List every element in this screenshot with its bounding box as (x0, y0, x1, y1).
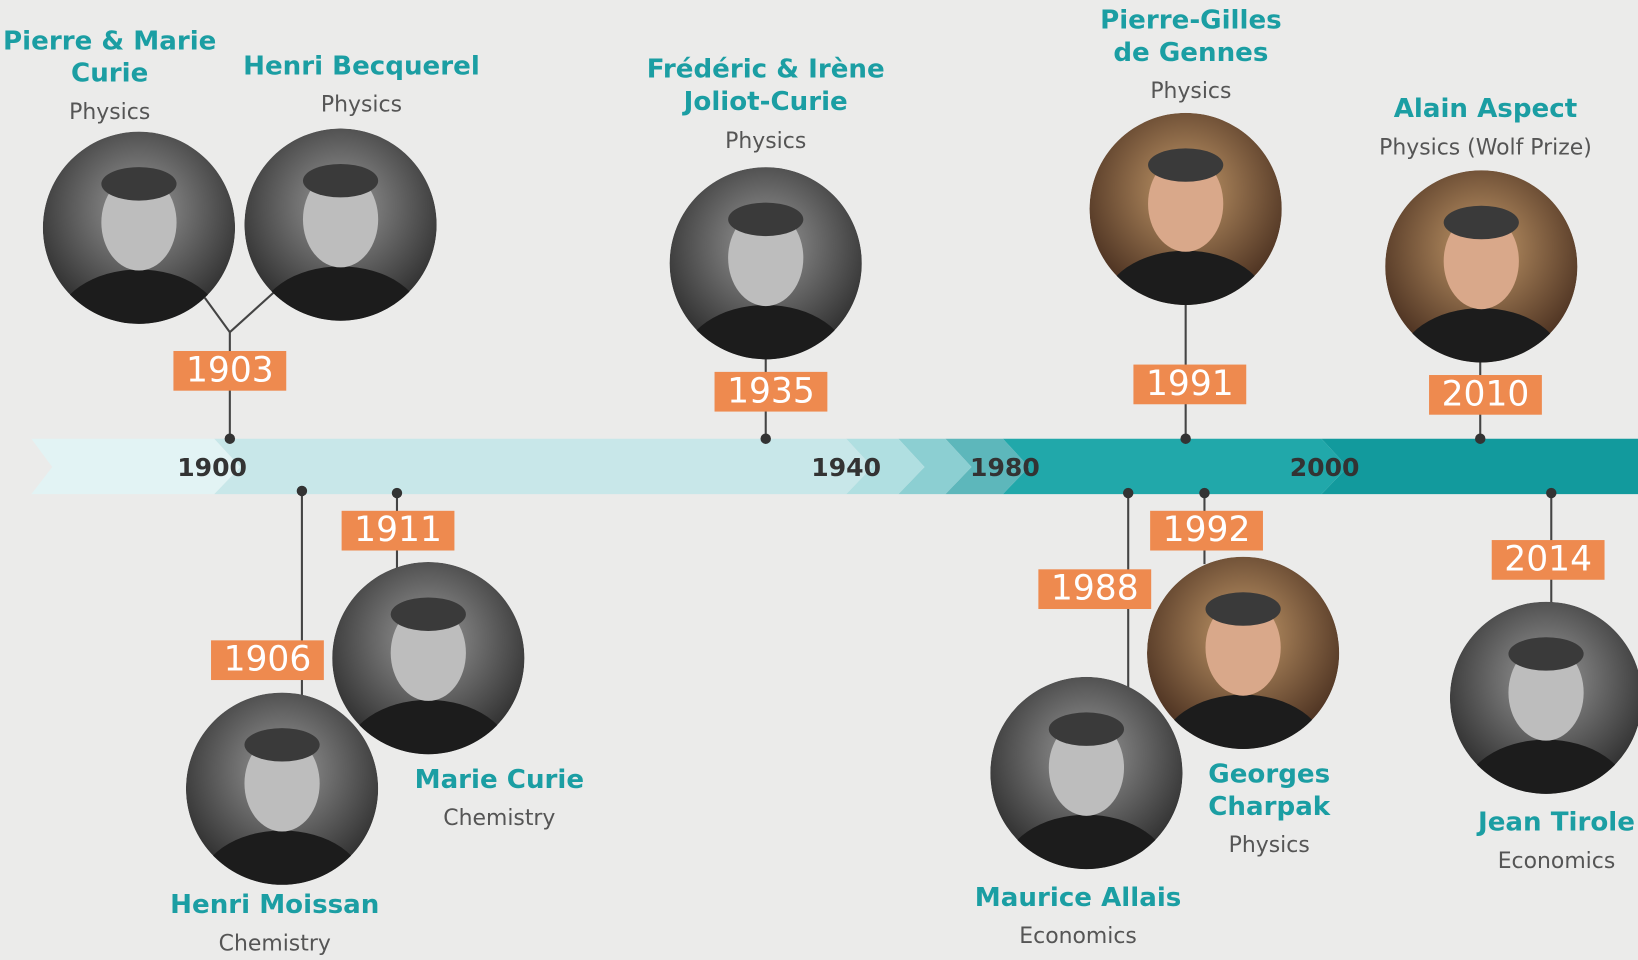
person-name: Pierre & Marie (3, 26, 216, 56)
person-name: Curie (71, 59, 148, 89)
prize-field: Physics (1229, 833, 1310, 858)
stem-dot (1123, 488, 1133, 498)
timeline: 1900 1940 1980 2000 Pierre & MarieCurie Phys… (0, 0, 1638, 960)
prize-field: Economics (1019, 924, 1137, 949)
portrait-hair (1444, 206, 1519, 239)
portrait (43, 132, 235, 385)
portrait-body (198, 830, 365, 945)
stem-dot (225, 434, 235, 444)
person-name: Jean Tirole (1476, 808, 1635, 838)
era-label: 1980 (970, 453, 1040, 482)
prize-field: Physics (321, 93, 402, 118)
band-segment (1321, 439, 1638, 494)
portrait-hair (1148, 148, 1223, 181)
year-label: 1911 (354, 510, 442, 550)
year-label: 1906 (224, 640, 312, 680)
stem-dot (392, 488, 402, 498)
person-name: Pierre-Gilles (1100, 5, 1282, 35)
stem-dot (1180, 434, 1190, 444)
prize-field: Physics (1150, 79, 1231, 104)
portrait (244, 128, 436, 381)
portrait-hair (1206, 592, 1281, 625)
person-name: Marie Curie (415, 765, 585, 795)
prize-field: Physics (725, 129, 806, 154)
year-label: 2010 (1442, 374, 1530, 414)
year-label: 1992 (1163, 510, 1251, 550)
prize-field: Physics (Wolf Prize) (1379, 135, 1592, 160)
person-name: Frédéric & Irène (647, 54, 885, 84)
timeline-band: 1900 1940 1980 2000 (31, 439, 1638, 494)
portrait-hair (1049, 712, 1124, 745)
portrait-hair (101, 167, 176, 200)
prize-field: Chemistry (443, 806, 555, 831)
person-name: Joliot-Curie (682, 87, 848, 117)
stem-dot (1199, 488, 1209, 498)
person-name: Henri Moissan (170, 890, 379, 920)
person-name: Georges (1208, 760, 1330, 790)
band-segment (214, 439, 872, 494)
person-name: Alain Aspect (1394, 94, 1578, 124)
stem-dot (761, 434, 771, 444)
year-label: 1903 (186, 350, 274, 390)
portrait-hair (1508, 637, 1583, 670)
page: {"axis_labels": ["1900", "1940", "1980",… (0, 0, 1638, 960)
stem-dot (297, 486, 307, 496)
portrait-hair (303, 164, 378, 197)
era-label: 1900 (177, 453, 247, 482)
person-name: de Gennes (1113, 38, 1268, 68)
person-name: Henri Becquerel (243, 51, 480, 81)
era-label: 1940 (811, 453, 881, 482)
era-label: 2000 (1290, 453, 1360, 482)
prize-field: Chemistry (219, 931, 331, 956)
person-name: Maurice Allais (975, 883, 1182, 913)
year-label: 2014 (1504, 539, 1592, 579)
portrait-hair (728, 203, 803, 236)
stem-dot (1546, 488, 1556, 498)
portrait-hair (244, 728, 319, 761)
year-label: 1988 (1051, 569, 1139, 609)
connector (205, 292, 274, 332)
prize-field: Economics (1498, 849, 1616, 874)
prize-field: Physics (69, 100, 150, 125)
stem-dot (1475, 434, 1485, 444)
year-label: 1991 (1146, 364, 1234, 404)
year-label: 1935 (727, 371, 815, 411)
portrait-hair (391, 598, 466, 631)
person-name: Charpak (1208, 792, 1331, 822)
